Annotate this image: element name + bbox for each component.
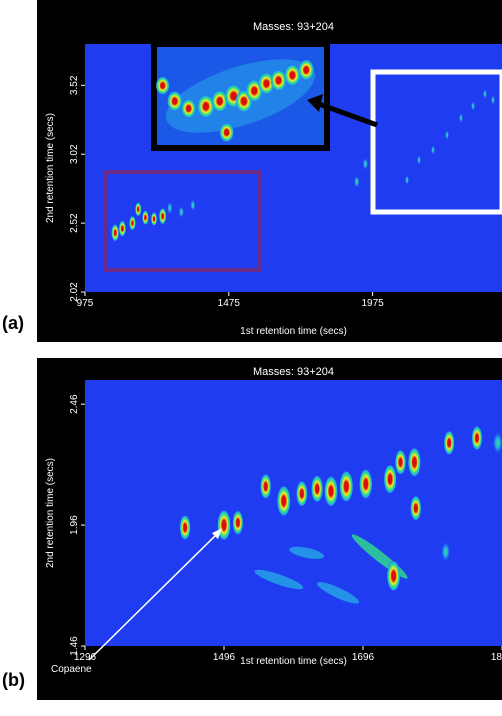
panel-b-plot-area — [85, 380, 502, 646]
streak-b-2 — [254, 569, 304, 590]
panel-label-a: (a) — [2, 313, 24, 333]
panel-b-x-tick-label: 1296 — [74, 652, 97, 663]
peak-a-6 — [158, 207, 167, 225]
white-inset-box — [370, 69, 502, 215]
peak-b-3 — [260, 473, 272, 500]
panel-a-y-tick-label: 3.02 — [69, 144, 80, 164]
peak-a-5 — [150, 212, 158, 226]
peak-b-6 — [311, 474, 324, 503]
heatmap-a-svg: Masses: 93+204 975 1475 1975 2.02 2.52 3.02 3.5… — [45, 21, 502, 337]
peak-b-10 — [383, 464, 397, 495]
white-inset-peak-4 — [458, 112, 464, 124]
white-inset-peak-5 — [470, 100, 476, 112]
peak-b-2 — [232, 510, 244, 536]
peak-a-7 — [166, 201, 173, 215]
peak-b-16 — [492, 430, 502, 455]
white-inset-peak-6 — [482, 88, 488, 100]
panel-b-y-axis-label: 2nd retention time (secs) — [45, 458, 56, 568]
peak-a-0 — [111, 223, 120, 242]
white-inset-peak-1 — [416, 154, 422, 166]
chart-panel-a: Masses: 93+204 975 1475 1975 2.02 2.52 3.02 3.5… — [37, 0, 502, 342]
peak-b-0 — [179, 514, 191, 541]
panel-b-y-tick-label: 2.46 — [69, 394, 80, 414]
heatmap-b-svg: Masses: 93+204 1296 1496 1696 1896 1.46 1.96 2.… — [45, 362, 502, 675]
peak-a-11 — [362, 157, 369, 171]
peak-b-8 — [339, 470, 354, 503]
panel-b-x-tick-label: 1696 — [352, 652, 375, 663]
peak-a-1 — [118, 220, 127, 237]
peak-b-12 — [407, 447, 421, 478]
peak-a-8 — [178, 205, 185, 219]
white-inset-peak-3 — [444, 129, 450, 141]
panel-b-x-tick-label: 1896 — [491, 652, 502, 663]
panel-b-y-tick-label: 1.96 — [69, 515, 80, 535]
peak-a-3 — [135, 202, 142, 217]
streak-b-3 — [317, 582, 359, 604]
peak-b-1 — [217, 509, 231, 541]
peak-b-4 — [276, 485, 291, 517]
panel-label-b: (b) — [2, 670, 25, 690]
white-inset-peak-0 — [404, 174, 410, 186]
peak-a-4 — [142, 210, 149, 225]
white-inset-peak-2 — [430, 144, 436, 156]
copaene-arrow-line — [88, 530, 221, 661]
zoom-inset-peak-9 — [284, 64, 301, 87]
zoom-inset-peak-2 — [197, 94, 215, 119]
panel-a-y-tick-label: 2.02 — [69, 282, 80, 302]
zoom-inset-peak-12 — [155, 76, 170, 95]
panel-a-x-tick-label: 975 — [77, 298, 94, 309]
panel-a-x-axis-label: 1st retention time (secs) — [240, 326, 347, 337]
streak-b-1 — [289, 546, 325, 559]
peak-a-9 — [190, 199, 196, 212]
peak-b-13 — [410, 495, 422, 521]
zoom-arrow-line — [318, 101, 378, 128]
panel-a-title: Masses: 93+204 — [253, 21, 334, 33]
peak-b-14 — [443, 430, 455, 456]
chart-panel-b: Masses: 93+204 1296 1496 1696 1896 1.46 1.96 2.… — [37, 358, 502, 700]
peak-a-10 — [353, 175, 360, 189]
panel-b-x-tick-label: 1496 — [213, 652, 236, 663]
peak-b-7 — [324, 475, 338, 507]
purple-highlight-box — [103, 170, 262, 272]
zoom-arrow-head — [307, 94, 323, 112]
peak-b-5 — [296, 480, 308, 507]
peak-b-18 — [386, 560, 401, 592]
copaene-label: Copaene — [51, 664, 92, 675]
panel-a-y-tick-label: 3.52 — [69, 75, 80, 95]
zoom-inset-peak-0 — [166, 90, 183, 112]
panel-a-x-tick-label: 1975 — [361, 298, 384, 309]
panel-b-title-box — [231, 362, 356, 380]
peak-b-17 — [441, 541, 451, 563]
white-inset-peak-7 — [490, 94, 496, 106]
panel-a-y-axis-label: 2nd retention time (secs) — [45, 113, 56, 223]
zoom-inset-peak-11 — [219, 122, 235, 143]
zoom-inset-peak-3 — [211, 90, 229, 113]
panel-a-y-tick-label: 2.52 — [69, 213, 80, 233]
panel-b-x-axis-label: 1st retention time (secs) — [240, 656, 347, 667]
copaene-arrow-head — [212, 528, 222, 540]
panel-b-y-tick-label: 1.46 — [69, 636, 80, 656]
zoom-inset-peak-1 — [181, 98, 196, 119]
peak-b-15 — [471, 425, 483, 451]
peak-b-9 — [359, 468, 373, 500]
panel-b-title-text: Masses: 93+204 — [253, 366, 334, 378]
panel-a-x-tick-label: 1475 — [218, 298, 241, 309]
zoom-inset-peak-10 — [298, 59, 315, 81]
zoom-inset-peak-8 — [270, 69, 287, 92]
peak-a-2 — [129, 215, 136, 231]
peak-b-11 — [394, 449, 407, 475]
